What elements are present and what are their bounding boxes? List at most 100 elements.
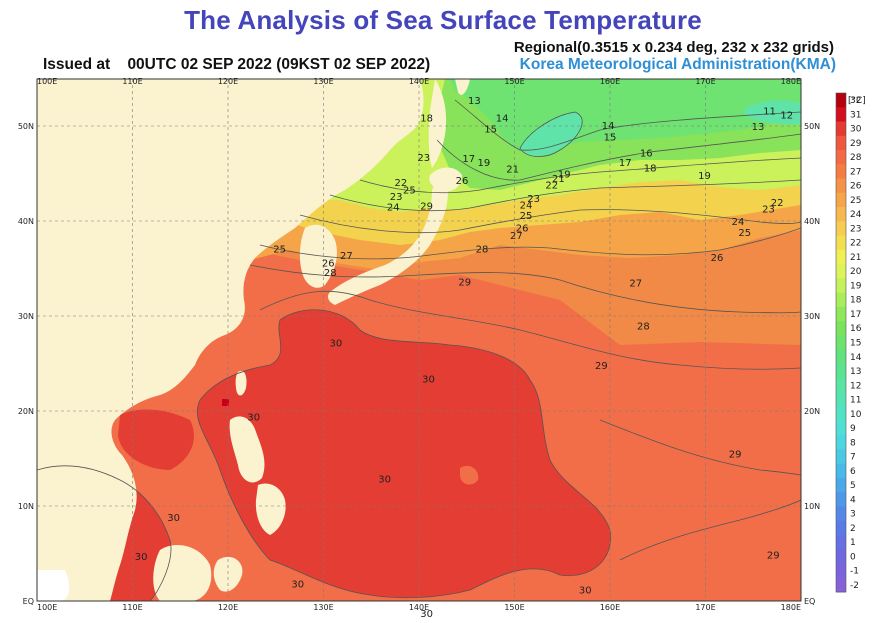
isotherm-label: 30: [247, 413, 260, 424]
isotherm-label: 18: [420, 113, 433, 124]
colorbar-swatch: [836, 321, 846, 336]
isotherm-label: 19: [478, 158, 491, 169]
isotherm-label: 26: [456, 176, 469, 187]
isotherm-label: 30: [420, 609, 433, 620]
japan-hokkaido: [429, 167, 462, 192]
lon-tick-top: 110E: [122, 77, 142, 86]
isotherm-label: 23: [527, 194, 540, 205]
isotherm-label: 29: [420, 202, 433, 213]
isotherm-label: 15: [484, 125, 497, 136]
colorbar-swatch: [836, 477, 846, 493]
isotherm-label: 30: [422, 375, 435, 386]
sakhalin-island: [428, 79, 447, 168]
colorbar-swatch: [836, 463, 846, 479]
isotherm-label: 29: [767, 550, 780, 561]
isotherm-label: 11: [763, 107, 776, 118]
colorbar-label: 2: [850, 524, 856, 534]
isotherm-label: 28: [324, 268, 337, 279]
colorbar-label: 17: [850, 310, 861, 320]
colorbar-swatch: [836, 164, 846, 179]
colorbar-label: -1: [850, 567, 859, 577]
colorbar-swatch: [836, 264, 846, 279]
colorbar-swatch: [836, 135, 846, 151]
isotherm-label: 26: [711, 253, 724, 264]
isotherm-label: 19: [558, 169, 571, 180]
lon-tick-top: 120E: [218, 77, 238, 86]
colorbar-label: 26: [850, 182, 862, 192]
colorbar-unit: [°C]: [848, 96, 866, 106]
colorbar-label: 29: [850, 139, 862, 149]
isotherm-label: 23: [417, 153, 430, 164]
lon-tick-bottom: 130E: [313, 603, 333, 612]
isotherm-label: 30: [330, 338, 343, 349]
isotherm-label: 24: [387, 203, 400, 214]
sulawesi-island: [213, 556, 243, 592]
colorbar-label: 8: [850, 438, 856, 448]
isotherm-label: 21: [506, 165, 519, 176]
colorbar-label: 4: [850, 495, 856, 505]
colorbar-swatch: [836, 420, 846, 436]
colorbar-swatch: [836, 192, 846, 208]
isotherm-label: 25: [738, 228, 751, 239]
colorbar-label: 23: [850, 224, 861, 234]
isotherm-label: 25: [520, 211, 533, 222]
lon-tick-bottom: 140E: [409, 603, 429, 612]
lon-tick-bottom: 100E: [37, 603, 57, 612]
colorbar-label: 0: [850, 552, 856, 562]
isotherm-label: 23: [390, 192, 403, 203]
asia-continent: [37, 79, 424, 601]
isotherm-label: 28: [637, 321, 650, 332]
colorbar-swatch: [836, 534, 846, 550]
colorbar-label: 31: [850, 110, 861, 120]
colorbar-label: 18: [850, 296, 862, 306]
lat-tick-left: 20N: [18, 407, 34, 416]
colorbar-swatch: [836, 406, 846, 422]
colorbar-label: 5: [850, 481, 856, 491]
colorbar-label: 12: [850, 381, 861, 391]
map-frame: [36, 78, 802, 602]
isotherm-label: 13: [752, 122, 765, 133]
isotherm-label: 30: [135, 552, 148, 563]
chart-title: The Analysis of Sea Surface Temperature: [184, 5, 702, 35]
isotherm-label: 27: [629, 279, 642, 290]
isotherm-label: 29: [595, 361, 608, 372]
colorbar-swatch: [836, 349, 846, 365]
colorbar-swatch: [836, 392, 846, 408]
colorbar-swatch: [836, 378, 846, 393]
isotherm-label: 29: [458, 278, 471, 289]
isotherm-label: 26: [516, 223, 529, 234]
isotherm-label: 14: [602, 121, 615, 132]
isotherm-label: 12: [780, 110, 793, 121]
isotherm-label: 21: [552, 174, 565, 185]
isotherm-label: 13: [468, 96, 481, 107]
colorbar-swatch: [836, 492, 846, 507]
lat-tick-right: EQ: [804, 597, 815, 606]
isotherm-label: 24: [520, 201, 533, 212]
south-china-sea-north-30: [118, 409, 194, 470]
colorbar-label: 24: [850, 210, 862, 220]
colorbar-frame: [835, 92, 847, 593]
colorbar-label: 13: [850, 367, 861, 377]
colorbar-label: 9: [850, 424, 856, 434]
lat-tick-right: 50N: [804, 122, 820, 131]
colorbar-swatch: [836, 107, 846, 122]
isotherm-label: 17: [619, 158, 632, 169]
isotherm-label: 23: [762, 204, 775, 215]
isotherm-label: 28: [476, 244, 489, 255]
colorbar-swatch: [836, 363, 846, 379]
colorbar-label: 30: [850, 125, 862, 135]
isotherm-label: 18: [644, 164, 657, 175]
colorbar-label: 7: [850, 453, 856, 463]
colorbar-swatch: [836, 178, 846, 194]
temperature-colorbar: [°C] 32313029282726252423222120191817161…: [835, 92, 866, 593]
isotherm-label: 30: [378, 474, 391, 485]
colorbar-swatch: [836, 306, 846, 322]
colorbar-swatch: [836, 520, 846, 536]
isotherm-label: 25: [273, 244, 286, 255]
colorbar-swatch: [836, 449, 846, 465]
colorbar-swatch: [836, 150, 846, 165]
lat-tick-left: EQ: [23, 597, 34, 606]
colorbar-label: 27: [850, 167, 861, 177]
colorbar-label: -2: [850, 581, 859, 591]
